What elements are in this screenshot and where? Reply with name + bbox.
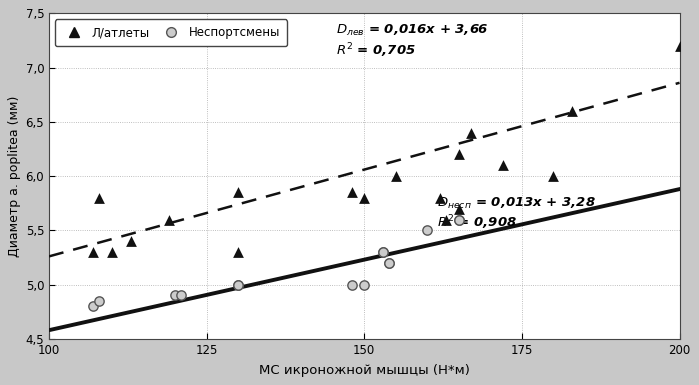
X-axis label: МС икроножной мышцы (Н*м): МС икроножной мышцы (Н*м) bbox=[259, 364, 470, 377]
Point bbox=[87, 303, 99, 310]
Point bbox=[346, 281, 357, 288]
Point bbox=[163, 216, 174, 223]
Point bbox=[453, 151, 464, 157]
Point bbox=[106, 249, 117, 255]
Point bbox=[377, 249, 389, 255]
Point bbox=[421, 227, 433, 233]
Point bbox=[567, 108, 578, 114]
Point bbox=[87, 249, 99, 255]
Point bbox=[176, 292, 187, 298]
Point bbox=[434, 195, 445, 201]
Point bbox=[94, 195, 105, 201]
Point bbox=[674, 43, 685, 49]
Point bbox=[94, 298, 105, 304]
Point bbox=[384, 260, 395, 266]
Point bbox=[390, 173, 401, 179]
Point bbox=[169, 292, 180, 298]
Point bbox=[233, 281, 244, 288]
Point bbox=[346, 189, 357, 196]
Point bbox=[125, 238, 136, 244]
Point bbox=[453, 216, 464, 223]
Point bbox=[548, 173, 559, 179]
Point bbox=[233, 249, 244, 255]
Point bbox=[377, 249, 389, 255]
Point bbox=[233, 281, 244, 288]
Point bbox=[384, 260, 395, 266]
Legend: Л/атлеты, Неспортсмены: Л/атлеты, Неспортсмены bbox=[55, 19, 287, 47]
Point bbox=[440, 216, 452, 223]
Point bbox=[498, 162, 509, 168]
Text: $\mathit{D}_{\mathit{несп}}$ = 0,013x + 3,28
$\mathit{R}^{2}$ = 0,908: $\mathit{D}_{\mathit{несп}}$ = 0,013x + … bbox=[437, 196, 596, 232]
Point bbox=[466, 130, 477, 136]
Point bbox=[359, 195, 370, 201]
Point bbox=[233, 189, 244, 196]
Y-axis label: Диаметр a. poplitea (мм): Диаметр a. poplitea (мм) bbox=[8, 95, 22, 257]
Point bbox=[453, 216, 464, 223]
Text: $\mathit{D}_{\mathit{лев}}$ = 0,016x + 3,66
$\mathit{R}^{2}$ = 0,705: $\mathit{D}_{\mathit{лев}}$ = 0,016x + 3… bbox=[336, 23, 489, 60]
Point bbox=[359, 281, 370, 288]
Point bbox=[453, 206, 464, 212]
